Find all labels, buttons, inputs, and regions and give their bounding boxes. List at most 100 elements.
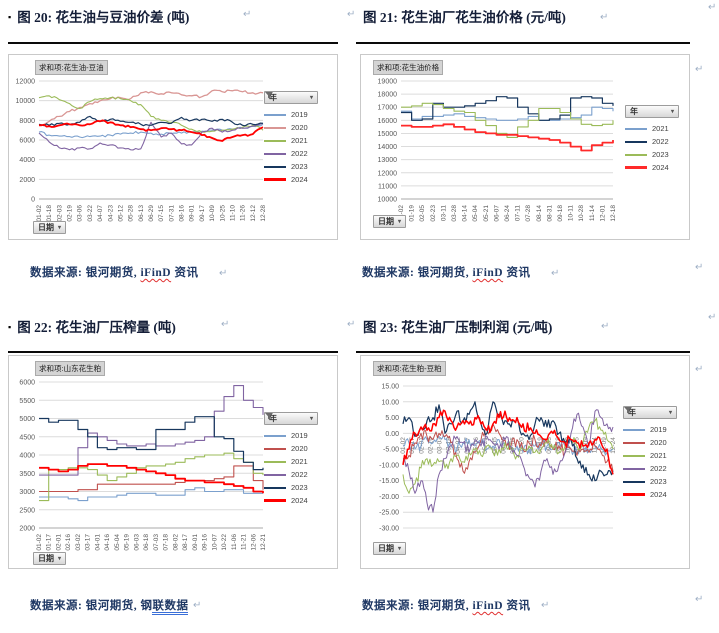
- svg-text:01-02: 01-02: [400, 437, 407, 454]
- legend-item: 2024: [264, 494, 318, 507]
- svg-text:10000: 10000: [16, 98, 36, 105]
- legend-item: 2023: [264, 160, 318, 173]
- svg-text:01-19: 01-19: [409, 205, 416, 222]
- legend-item: 2021: [264, 134, 318, 147]
- pivot-field-label[interactable]: 求和项:花生油价格: [373, 60, 444, 75]
- svg-text:4500: 4500: [19, 434, 35, 441]
- legend-item-label: 2024: [291, 496, 308, 505]
- legend-item-label: 2024: [291, 175, 308, 184]
- svg-text:04-14: 04-14: [462, 205, 469, 222]
- paragraph-return-mark: ↵: [695, 364, 704, 375]
- date-field-button[interactable]: 日期 ▾: [33, 221, 67, 234]
- svg-text:10000: 10000: [378, 197, 398, 204]
- svg-text:11-24: 11-24: [592, 437, 599, 454]
- svg-text:10-07: 10-07: [211, 534, 218, 551]
- chart-legend: 年 ▾ 2019 2020 2021 2022 2023 2024: [264, 412, 318, 507]
- svg-text:01-17: 01-17: [46, 534, 53, 551]
- svg-text:04-16: 04-16: [104, 534, 111, 551]
- svg-text:13000: 13000: [378, 157, 398, 164]
- svg-text:12000: 12000: [378, 170, 398, 177]
- svg-text:18000: 18000: [378, 92, 398, 99]
- svg-text:-20.00: -20.00: [379, 494, 399, 501]
- svg-text:08-17: 08-17: [182, 534, 189, 551]
- paragraph-return-mark: ↵: [708, 2, 717, 13]
- svg-text:11000: 11000: [378, 183, 397, 190]
- svg-text:09-17: 09-17: [199, 205, 206, 222]
- svg-text:04-23: 04-23: [107, 205, 114, 222]
- svg-text:09-18: 09-18: [555, 437, 562, 454]
- figure-title-text: 图 21: 花生油厂花生油价格 (元/吨): [363, 10, 566, 25]
- legend-line-sample: [264, 486, 286, 489]
- legend-item: 2021: [623, 449, 677, 462]
- legend-item: 2020: [264, 121, 318, 134]
- svg-text:04-07: 04-07: [97, 205, 104, 222]
- field-button-label: 日期: [38, 223, 54, 232]
- svg-text:-25.00: -25.00: [379, 510, 399, 517]
- source-text: 数据来源: 银河期货,: [30, 267, 141, 279]
- legend-line-sample: [623, 467, 645, 470]
- svg-text:11-21: 11-21: [241, 534, 248, 551]
- year-filter-button[interactable]: 年 ▾: [264, 91, 318, 104]
- legend-line-sample: [264, 139, 286, 142]
- source-spellcheck-word: iFinD: [472, 267, 504, 279]
- svg-text:06-03: 06-03: [133, 534, 140, 551]
- svg-text:6000: 6000: [19, 138, 35, 145]
- field-button-label: 日期: [378, 217, 394, 226]
- data-source-line: 数据来源: 银河期货, 钢联数据: [30, 597, 189, 615]
- legend-line-sample: [625, 127, 647, 130]
- date-field-button[interactable]: 日期 ▾: [373, 215, 407, 228]
- svg-text:12-01: 12-01: [599, 205, 606, 222]
- field-button-label: 年: [628, 408, 636, 417]
- svg-text:09-01: 09-01: [189, 205, 196, 222]
- legend-item-label: 2019: [291, 110, 308, 119]
- date-field-button[interactable]: 日期 ▾: [373, 542, 407, 555]
- chart-plot: 19000 18000 17000 16000 15000 14000 13000 12000…: [378, 79, 617, 222]
- figure-title-text: 图 20: 花生油与豆油价差 (吨): [17, 10, 190, 25]
- data-source-line: 数据来源: 银河期货, iFinD 资讯: [30, 264, 198, 280]
- year-filter-button[interactable]: 年 ▾: [625, 105, 679, 118]
- chart-panel-fig23: 15.00 10.00 5.00 0.00 -5.00 -10.00 -15.00 -20.0…: [360, 355, 690, 569]
- paragraph-return-mark: ↵: [601, 321, 610, 332]
- data-source-line: 数据来源: 银河期货, iFinD 资讯: [362, 597, 530, 613]
- svg-text:12-21: 12-21: [260, 534, 267, 551]
- year-filter-button[interactable]: 年 ▾: [264, 412, 318, 425]
- legend-item: 2021: [264, 455, 318, 468]
- date-field-button[interactable]: 日期 ▾: [33, 552, 67, 565]
- svg-text:-10.00: -10.00: [379, 462, 399, 469]
- svg-text:12-09: 12-09: [601, 437, 608, 454]
- pivot-field-label[interactable]: 求和项:花生粕-豆粕: [373, 361, 446, 376]
- svg-text:02-16: 02-16: [65, 534, 72, 551]
- svg-text:02-01: 02-01: [55, 534, 62, 551]
- paragraph-return-mark: ↵: [219, 268, 228, 279]
- svg-text:2000: 2000: [19, 526, 35, 533]
- figure-title-text: 图 23: 花生油厂压制利润 (元/吨): [363, 320, 553, 335]
- svg-text:07-28: 07-28: [525, 205, 532, 222]
- svg-text:0: 0: [31, 197, 35, 204]
- legend-item-label: 2023: [291, 162, 308, 171]
- list-bullet: ▪: [8, 12, 12, 22]
- legend-item-label: 2020: [291, 123, 308, 132]
- svg-text:07-18: 07-18: [163, 534, 170, 551]
- chart-legend: 年 ▾ 2021 2022 2023 2024: [625, 105, 679, 174]
- legend-item: 2024: [264, 173, 318, 186]
- legend-item-label: 2019: [291, 431, 308, 440]
- pivot-field-label[interactable]: 求和项:山东花生粕: [35, 361, 106, 376]
- svg-text:11-14: 11-14: [589, 205, 596, 222]
- pivot-field-label[interactable]: 求和项:花生油-豆油: [35, 60, 108, 75]
- legend-item-label: 2023: [291, 483, 308, 492]
- legend-item-label: 2024: [652, 163, 669, 172]
- legend-item: 2023: [264, 481, 318, 494]
- field-button-label: 年: [269, 93, 277, 102]
- legend-line-sample: [264, 178, 286, 181]
- year-filter-button[interactable]: 年 ▾: [623, 406, 677, 419]
- svg-text:02-01: 02-01: [418, 437, 425, 454]
- svg-text:14000: 14000: [378, 144, 398, 151]
- chart-legend: 年 ▾ 2019 2020 2021 2022 2023 2024: [623, 406, 677, 501]
- svg-text:02-23: 02-23: [430, 205, 437, 222]
- filter-icon: ▾: [624, 407, 672, 416]
- svg-text:06-07: 06-07: [493, 205, 500, 222]
- legend-item-label: 2022: [652, 137, 669, 146]
- paragraph-return-mark: ↵: [221, 319, 230, 330]
- legend-line-sample: [264, 165, 286, 168]
- svg-text:8000: 8000: [19, 118, 35, 125]
